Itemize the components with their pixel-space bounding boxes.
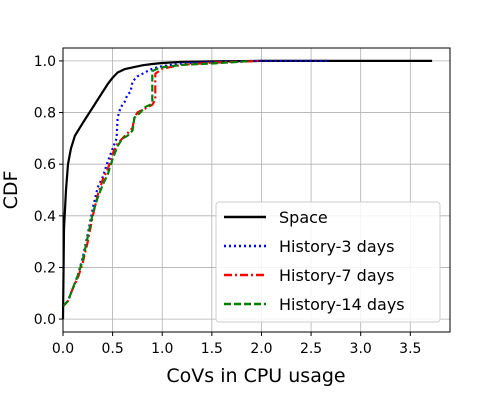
series-line-history-14-days: [62, 59, 252, 307]
x-tick-label: 0.0: [52, 341, 74, 357]
axis-ticks: 0.0 0.5 1.0 1.5 2.0 2.5 3.0 3.5 0.0 0.2 0.4 0.6 0.8 1…: [34, 54, 422, 357]
legend-label-space: Space: [279, 208, 328, 227]
x-tick-label: 2.0: [250, 341, 272, 357]
x-tick-label: 1.5: [201, 341, 223, 357]
x-tick-label: 1.0: [151, 341, 173, 357]
plot-frame: [62, 47, 451, 333]
series-line-history-3-days: [62, 59, 329, 307]
x-axis-title: CoVs in CPU usage: [166, 365, 345, 387]
y-tick-label: 0.6: [34, 157, 56, 173]
legend-box: [215, 201, 441, 323]
y-tick-label: 0.8: [34, 106, 56, 122]
y-tick-label: 0.4: [34, 209, 56, 225]
x-tick-label: 3.5: [399, 341, 421, 357]
legend-label-history-14-days: History-14 days: [279, 295, 405, 314]
x-tick-label: 0.5: [101, 341, 123, 357]
y-tick-label: 1.0: [34, 54, 56, 70]
y-axis-title: CDF: [0, 171, 22, 210]
legend-label-history-3-days: History-3 days: [279, 237, 394, 256]
y-tick-label: 0.2: [34, 260, 56, 276]
legend-label-history-7-days: History-7 days: [279, 266, 394, 285]
series-lines: [61, 59, 433, 320]
x-tick-label: 2.5: [300, 341, 322, 357]
x-tick-label: 3.0: [350, 341, 372, 357]
legend: Space History-3 days History-7 days History…: [215, 201, 441, 323]
y-tick-label: 0.0: [34, 312, 56, 328]
